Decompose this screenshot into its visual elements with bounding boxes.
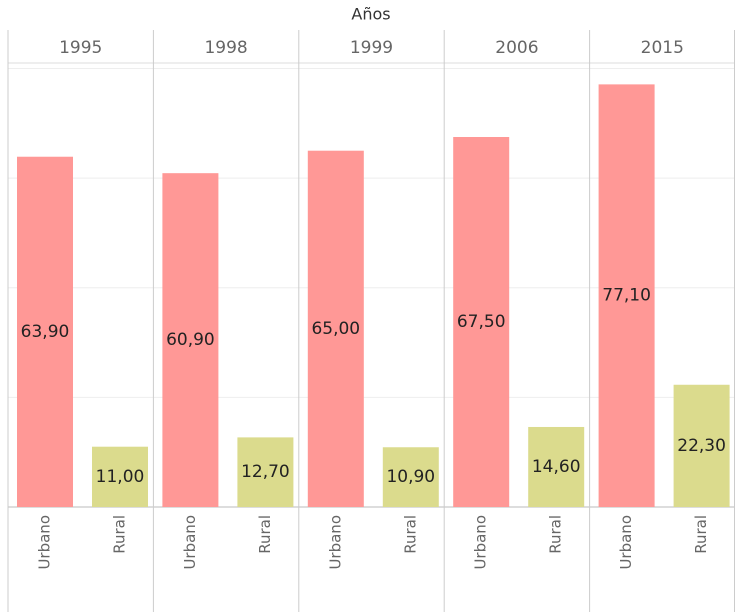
bar [17,156,73,507]
category-label: Urbano [472,515,490,570]
group-label: 1998 [204,38,247,58]
category-label: Rural [401,515,419,554]
category-label: Rural [547,515,565,554]
category-label: Rural [256,515,274,554]
bar [453,137,510,507]
bar [162,173,219,507]
data-label: 67,50 [457,312,506,332]
bar [307,150,364,507]
group-label: 1995 [59,38,102,58]
category-label: Urbano [181,515,199,570]
bar [673,384,730,507]
bar [598,84,655,507]
bar [528,426,585,507]
data-label: 77,10 [602,286,651,306]
category-label: Urbano [617,515,635,570]
bar [92,446,148,507]
data-label: 10,90 [386,467,435,487]
category-label: Urbano [36,515,54,570]
data-label: 14,60 [532,457,581,477]
data-label: 12,70 [241,462,290,482]
group-label: 1999 [350,38,393,58]
data-label: 60,90 [166,330,215,350]
bar [382,447,439,507]
data-label: 63,90 [21,322,70,342]
data-label: 65,00 [311,319,360,339]
group-label: 2015 [641,38,684,58]
category-label: Urbano [326,515,344,570]
data-label: 22,30 [677,436,726,456]
bar [237,437,294,507]
category-label: Rural [111,515,129,554]
category-label: Rural [692,515,710,554]
chart-title: Años [351,5,390,24]
data-label: 11,00 [96,467,145,487]
group-label: 2006 [495,38,538,58]
